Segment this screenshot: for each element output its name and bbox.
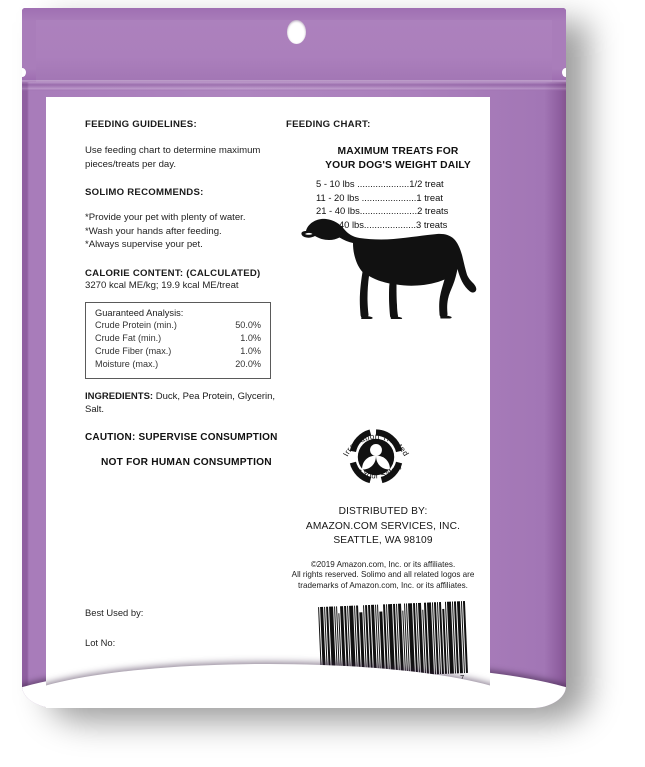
feeding-guidelines-title: FEEDING GUIDELINES:: [85, 119, 197, 130]
zipper-seal-secondary: [22, 88, 566, 91]
distributor-company: AMAZON.COM SERVICES, INC.: [305, 520, 461, 532]
legal-line: All rights reserved. Solimo and all rela…: [291, 570, 475, 580]
ingredients-line: INGREDIENTS: Duck, Pea Protein, Glycerin…: [85, 390, 285, 416]
pouch-top-panel: [22, 8, 566, 82]
distributor-block: DISTRIBUTED BY: AMAZON.COM SERVICES, INC…: [274, 505, 490, 592]
solimo-recommends-list: *Provide your pet with plenty of water. …: [85, 211, 285, 252]
distributed-by-label: DISTRIBUTED BY:: [338, 506, 428, 517]
legal-text: ©2019 Amazon.com, Inc. or its affiliates…: [274, 560, 490, 592]
ga-nutrient-value: 1.0%: [240, 346, 261, 356]
ga-nutrient-name: Crude Fat (min.): [95, 333, 162, 343]
table-row: Crude Fat (min.) 1.0%: [95, 332, 261, 345]
feeding-chart-rows: 5 - 10 lbs ....................1/2 treat…: [286, 177, 486, 231]
label-bottom-curve: [46, 664, 490, 708]
ga-nutrient-value: 50.0%: [235, 320, 261, 330]
back-label: FEEDING GUIDELINES: Use feeding chart to…: [46, 97, 490, 708]
label-left-column: FEEDING GUIDELINES: Use feeding chart to…: [85, 119, 285, 468]
distributor-city: SEATTLE, WA 98109: [333, 535, 433, 546]
table-row: 21 - 40 lbs......................2 treat…: [316, 205, 449, 217]
legal-line: ©2019 Amazon.com, Inc. or its affiliates…: [310, 559, 456, 569]
table-row: 5 - 10 lbs ....................1/2 treat: [316, 178, 444, 189]
table-row: Over 40 lbs....................3 treats: [316, 218, 448, 230]
guaranteed-analysis-box: Guaranteed Analysis: Crude Protein (min.…: [85, 302, 271, 379]
feeding-guidelines-body: Use feeding chart to determine maximum p…: [85, 145, 261, 170]
recommend-item: *Provide your pet with plenty of water.: [85, 212, 246, 223]
ingredients-value: Duck, Pea Protein, Glycerin, Salt.: [85, 391, 276, 415]
ga-nutrient-name: Crude Fiber (max.): [95, 346, 172, 356]
table-row: Crude Fiber (max.) 1.0%: [95, 345, 261, 358]
tear-notch-right: [562, 68, 566, 77]
ingredients-label: INGREDIENTS:: [85, 391, 154, 402]
ga-nutrient-name: Moisture (max.): [95, 359, 159, 369]
irradiation-treated-icon: Irradiation Treated For Your Safety: [334, 415, 418, 499]
feeding-chart-heading-line1: MAXIMUM TREATS FOR: [337, 146, 459, 157]
table-row: Moisture (max.) 20.0%: [95, 358, 261, 371]
solimo-recommends-title: SOLIMO RECOMMENDS:: [85, 187, 204, 198]
hang-hole: [287, 20, 306, 44]
dog-silhouette-icon: [294, 209, 479, 319]
feeding-chart-heading-line2: YOUR DOG'S WEIGHT DAILY: [325, 160, 471, 171]
distributor-address: DISTRIBUTED BY: AMAZON.COM SERVICES, INC…: [274, 505, 490, 549]
table-row: Crude Protein (min.) 50.0%: [95, 319, 261, 332]
ga-nutrient-name: Crude Protein (min.): [95, 320, 177, 330]
zipper-seal: [22, 80, 566, 88]
calorie-content-value: 3270 kcal ME/kg; 19.9 kcal ME/treat: [85, 279, 239, 291]
label-right-column: FEEDING CHART: MAXIMUM TREATS FOR YOUR D…: [286, 119, 486, 231]
tear-notch-left: [22, 68, 26, 77]
ga-nutrient-value: 20.0%: [235, 359, 261, 369]
best-used-by-field: Best Used by:: [85, 607, 144, 618]
caution-text: CAUTION: SUPERVISE CONSUMPTION: [85, 432, 278, 443]
feeding-chart-title: FEEDING CHART:: [286, 119, 371, 130]
guaranteed-analysis-title: Guaranteed Analysis:: [95, 308, 184, 318]
recommend-item: *Wash your hands after feeding.: [85, 225, 222, 237]
ga-nutrient-value: 1.0%: [240, 333, 261, 343]
lot-number-field: Lot No:: [85, 637, 116, 648]
legal-line: trademarks of Amazon.com, Inc. or its af…: [298, 581, 468, 591]
calorie-content-title: CALORIE CONTENT: (CALCULATED): [85, 267, 261, 279]
not-for-human-consumption-text: NOT FOR HUMAN CONSUMPTION: [101, 457, 272, 468]
table-row: 11 - 20 lbs .....................1 treat: [316, 191, 443, 203]
recommend-item: *Always supervise your pet.: [85, 239, 203, 250]
feeding-chart-heading: MAXIMUM TREATS FOR YOUR DOG'S WEIGHT DAI…: [286, 145, 486, 173]
